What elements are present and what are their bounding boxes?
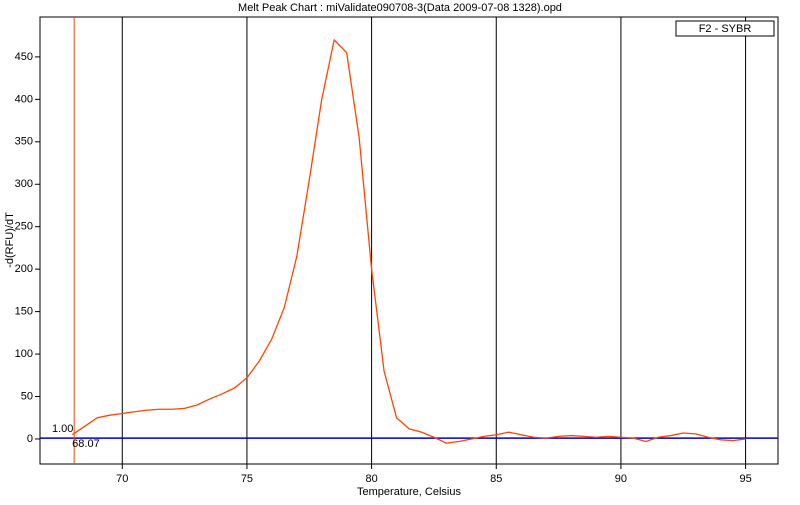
legend-label: F2 - SYBR <box>699 23 752 35</box>
plot-area <box>39 16 779 465</box>
y-tick-label: 450 <box>15 51 33 63</box>
x-tick-label: 95 <box>739 473 751 485</box>
y-tick-label: 400 <box>15 93 33 105</box>
x-tick-label: 85 <box>490 473 502 485</box>
y-axis-label: -d(RFU)/dT <box>4 212 16 268</box>
y-tick-label: 200 <box>15 263 33 275</box>
y-tick-label: 300 <box>15 178 33 190</box>
x-tick-label: 75 <box>241 473 253 485</box>
y-tick-label: 350 <box>15 136 33 148</box>
y-tick-label: 250 <box>15 221 33 233</box>
x-axis-label: Temperature, Celsius <box>357 486 461 498</box>
x-tick-label: 90 <box>615 473 627 485</box>
y-tick-label: 100 <box>15 348 33 360</box>
legend-box <box>675 20 775 37</box>
y-tick-label: 150 <box>15 306 33 318</box>
y-tick-label: 0 <box>27 433 33 445</box>
x-tick-label: 80 <box>365 473 377 485</box>
chart-title: Melt Peak Chart : miValidate090708-3(Dat… <box>238 2 562 14</box>
x-tick-label: 70 <box>116 473 128 485</box>
series-line <box>72 38 746 444</box>
marker-label: 68.07 <box>72 438 100 450</box>
y-tick-label: 50 <box>21 390 33 402</box>
threshold-label: 1.00 <box>52 423 73 435</box>
